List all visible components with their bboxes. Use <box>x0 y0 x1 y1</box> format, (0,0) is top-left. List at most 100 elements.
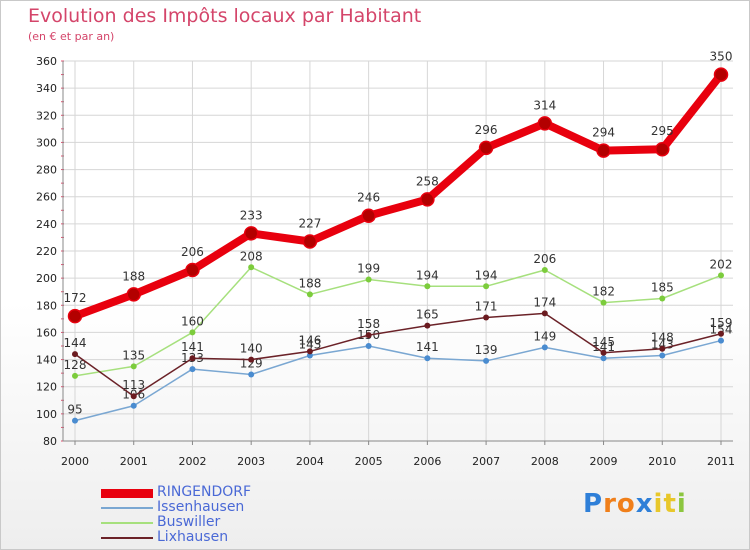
data-label-ringendorf: 233 <box>240 208 263 222</box>
data-label-issenhausen: 95 <box>67 403 82 417</box>
logo-letter: i <box>676 489 687 519</box>
proxiti-logo: Proxiti <box>583 489 687 519</box>
data-point-lixhausen <box>72 351 78 358</box>
y-tick-label: 120 <box>36 381 57 394</box>
legend-label-buswiller: Buswiller <box>157 514 221 530</box>
y-tick-label: 160 <box>36 326 57 339</box>
data-label-buswiller: 199 <box>357 262 380 276</box>
logo-letter: P <box>583 489 604 519</box>
data-label-issenhausen: 154 <box>710 323 733 337</box>
x-tick-label: 2004 <box>296 455 324 468</box>
data-point-buswiller <box>718 272 724 279</box>
data-point-buswiller <box>189 329 196 336</box>
data-point-lixhausen <box>483 314 490 321</box>
series-line-ringendorf <box>71 70 725 321</box>
data-label-lixhausen: 148 <box>651 331 674 345</box>
series-line-lixhausen <box>74 312 722 397</box>
data-label-buswiller: 206 <box>533 252 556 266</box>
y-tick-label: 220 <box>36 245 57 258</box>
y-tick-label: 360 <box>36 55 57 68</box>
x-tick-label: 2002 <box>178 455 206 468</box>
data-label-buswiller: 185 <box>651 281 674 295</box>
data-point-buswiller <box>365 276 372 283</box>
data-point-buswiller <box>72 372 78 379</box>
data-label-ringendorf: 350 <box>710 50 733 64</box>
data-label-buswiller: 194 <box>416 268 439 282</box>
data-point-issenhausen <box>600 355 607 362</box>
data-point-buswiller <box>659 295 666 302</box>
data-point-issenhausen <box>483 357 490 364</box>
data-label-issenhausen: 143 <box>298 338 321 352</box>
logo-letter: i <box>653 489 664 519</box>
data-point-issenhausen <box>130 402 137 409</box>
data-label-issenhausen: 139 <box>475 343 498 357</box>
x-tick-label: 2001 <box>120 455 148 468</box>
y-tick-label: 300 <box>36 136 57 149</box>
data-label-buswiller: 160 <box>181 314 204 328</box>
data-point-ringendorf <box>185 262 200 278</box>
data-label-lixhausen: 174 <box>533 295 556 309</box>
legend-swatch-buswiller <box>101 522 153 524</box>
y-tick-label: 200 <box>36 272 57 285</box>
data-point-issenhausen <box>541 344 548 351</box>
data-point-lixhausen <box>306 348 313 355</box>
data-point-buswiller <box>130 363 137 370</box>
data-label-lixhausen: 158 <box>357 317 380 331</box>
data-point-ringendorf <box>537 116 553 131</box>
data-point-buswiller <box>306 291 313 298</box>
series-line-issenhausen <box>74 339 722 422</box>
data-label-issenhausen: 141 <box>592 340 615 354</box>
data-point-lixhausen <box>541 310 548 317</box>
data-label-lixhausen: 146 <box>298 333 321 347</box>
legend-swatch-issenhausen <box>101 507 153 509</box>
data-point-lixhausen <box>424 322 431 329</box>
data-label-ringendorf: 314 <box>533 98 556 112</box>
data-point-ringendorf <box>596 143 611 158</box>
data-point-issenhausen <box>72 417 78 424</box>
data-label-lixhausen: 165 <box>416 308 439 322</box>
data-point-ringendorf <box>420 192 435 207</box>
data-point-issenhausen <box>248 371 255 378</box>
data-label-ringendorf: 258 <box>416 174 439 188</box>
legend-swatch-ringendorf <box>101 488 153 498</box>
data-point-issenhausen <box>189 366 196 373</box>
data-point-ringendorf <box>302 234 318 249</box>
data-label-buswiller: 188 <box>298 276 321 290</box>
data-label-lixhausen: 145 <box>592 335 615 349</box>
data-label-buswiller: 208 <box>240 249 263 263</box>
x-tick-label: 2009 <box>590 455 618 468</box>
chart-subtitle: (en € et par an) <box>28 30 115 43</box>
data-label-ringendorf: 227 <box>298 217 321 231</box>
data-label-buswiller: 182 <box>592 285 615 299</box>
legend-swatch-lixhausen <box>101 537 153 539</box>
y-tick-label: 320 <box>36 109 57 122</box>
y-tick-label: 260 <box>36 191 57 204</box>
data-point-issenhausen <box>424 355 431 362</box>
data-label-issenhausen: 141 <box>416 340 439 354</box>
data-point-buswiller <box>600 299 607 306</box>
y-tick-label: 100 <box>36 408 57 421</box>
data-point-buswiller <box>541 267 548 273</box>
data-label-lixhausen: 159 <box>710 316 733 330</box>
data-label-ringendorf: 172 <box>64 291 87 305</box>
y-tick-label: 180 <box>36 299 57 312</box>
data-label-ringendorf: 294 <box>592 126 615 140</box>
data-point-buswiller <box>248 264 255 271</box>
data-point-lixhausen <box>189 355 196 362</box>
legend-label-lixhausen: Lixhausen <box>157 529 229 545</box>
data-label-buswiller: 194 <box>475 268 498 282</box>
data-label-lixhausen: 144 <box>64 336 87 350</box>
x-tick-label: 2003 <box>237 455 265 468</box>
x-tick-label: 2005 <box>355 455 383 468</box>
data-point-lixhausen <box>365 332 372 339</box>
y-tick-label: 280 <box>36 164 57 177</box>
logo-letter: r <box>603 489 617 519</box>
logo-letter: o <box>616 489 636 519</box>
data-point-ringendorf <box>361 208 376 223</box>
data-point-ringendorf <box>243 226 259 241</box>
data-label-lixhausen: 141 <box>181 340 204 354</box>
data-label-buswiller: 135 <box>122 348 145 362</box>
data-label-issenhausen: 149 <box>533 329 556 343</box>
